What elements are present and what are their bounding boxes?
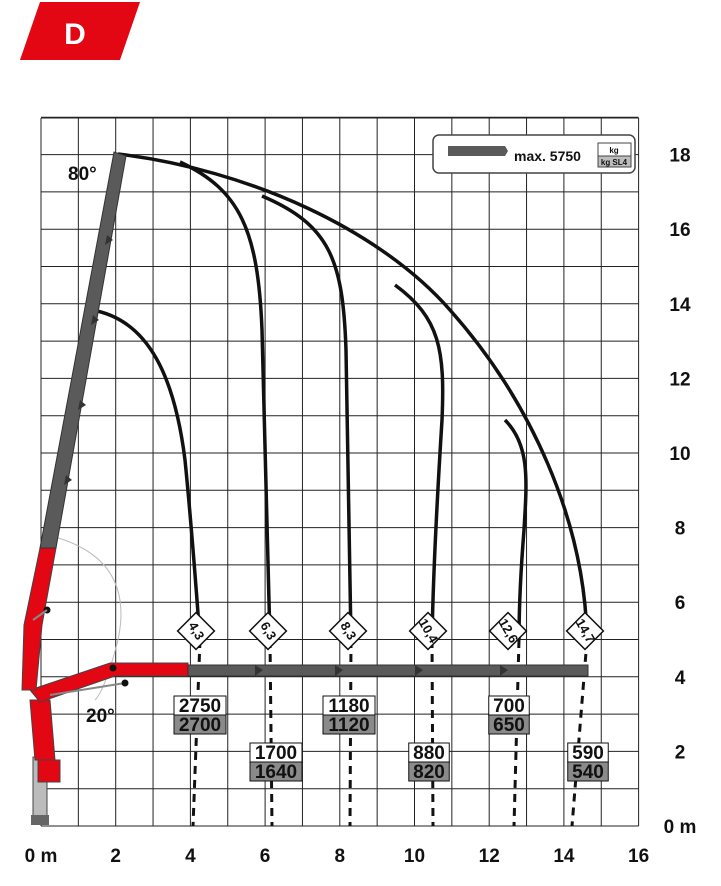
y-tick-label: 0 m (664, 817, 697, 838)
load-value-sl4: 1640 (255, 762, 297, 783)
curve-8-3 (261, 194, 353, 641)
y-tick-label: 12 (669, 369, 690, 390)
curve-12-6 (503, 418, 528, 641)
angle-label-80: 80° (68, 164, 97, 185)
envelope-outer (117, 152, 589, 641)
x-tick-label: 0 m (25, 846, 58, 867)
reach-tag: 4,3 (176, 611, 216, 651)
main-boom-extension (39, 151, 127, 549)
curve-10-4 (393, 283, 445, 641)
angle-label-20: 20° (86, 706, 115, 727)
badge-letter: D (64, 18, 86, 51)
reach-envelope-curves (91, 152, 589, 641)
load-value-main: 700 (493, 696, 525, 717)
main-boom-red (21, 547, 57, 691)
load-value-sl4: 540 (572, 762, 604, 783)
curve-6-3 (179, 160, 272, 641)
x-tick-label: 2 (110, 846, 121, 867)
x-tick-label: 16 (628, 846, 649, 867)
badge-shape (20, 2, 140, 60)
y-tick-label: 18 (669, 146, 690, 167)
load-value-main: 1700 (255, 743, 297, 764)
x-axis-labels: 0 m 2 4 6 8 10 12 14 16 (25, 846, 650, 867)
load-value-main: 1180 (328, 696, 369, 717)
y-tick-label: 6 (675, 593, 686, 614)
curve-4-3 (91, 308, 202, 641)
x-tick-label: 10 (404, 846, 425, 867)
legend-unit-kg: kg (609, 146, 618, 155)
reach-tag: 6,3 (248, 611, 288, 651)
load-value-main: 590 (572, 743, 604, 764)
y-tick-label: 2 (675, 742, 686, 763)
x-tick-label: 14 (553, 846, 575, 867)
y-tick-label: 16 (669, 220, 690, 241)
reach-tags: 4,3 6,3 8,3 10,4 12,6 14,7 (176, 611, 605, 651)
section-badge: D (20, 2, 140, 60)
load-value-sl4: 2700 (179, 715, 221, 736)
grid (40, 116, 640, 827)
load-value-sl4: 1120 (328, 715, 369, 736)
load-value-main: 880 (413, 743, 445, 764)
x-tick-label: 4 (185, 846, 196, 867)
y-tick-label: 10 (669, 444, 690, 465)
y-tick-label: 4 (675, 668, 686, 689)
load-value-sl4: 650 (493, 715, 525, 736)
crane-base (29, 699, 61, 825)
reach-tag: 12,6 (488, 611, 528, 651)
reach-tag: 10,4 (408, 611, 448, 651)
x-tick-label: 12 (479, 846, 500, 867)
reach-tag: 8,3 (328, 611, 368, 651)
legend-max-label: max. 5750 (514, 148, 581, 164)
lower-boom (29, 662, 189, 703)
x-tick-label: 6 (260, 846, 271, 867)
reach-tag: 14,7 (565, 611, 605, 651)
legend-boom-icon (448, 146, 508, 156)
load-value-sl4: 820 (413, 762, 445, 783)
load-value-main: 2750 (179, 696, 221, 717)
y-axis-labels: 0 m 2 4 6 8 10 12 14 16 18 (664, 146, 697, 838)
legend-unit-sl4: kg SL4 (601, 158, 628, 167)
horizontal-extension-boom (187, 664, 589, 677)
y-tick-label: 14 (669, 295, 691, 316)
y-tick-label: 8 (675, 519, 686, 540)
x-tick-label: 8 (335, 846, 346, 867)
legend: max. 5750 kg kg SL4 (432, 134, 636, 174)
